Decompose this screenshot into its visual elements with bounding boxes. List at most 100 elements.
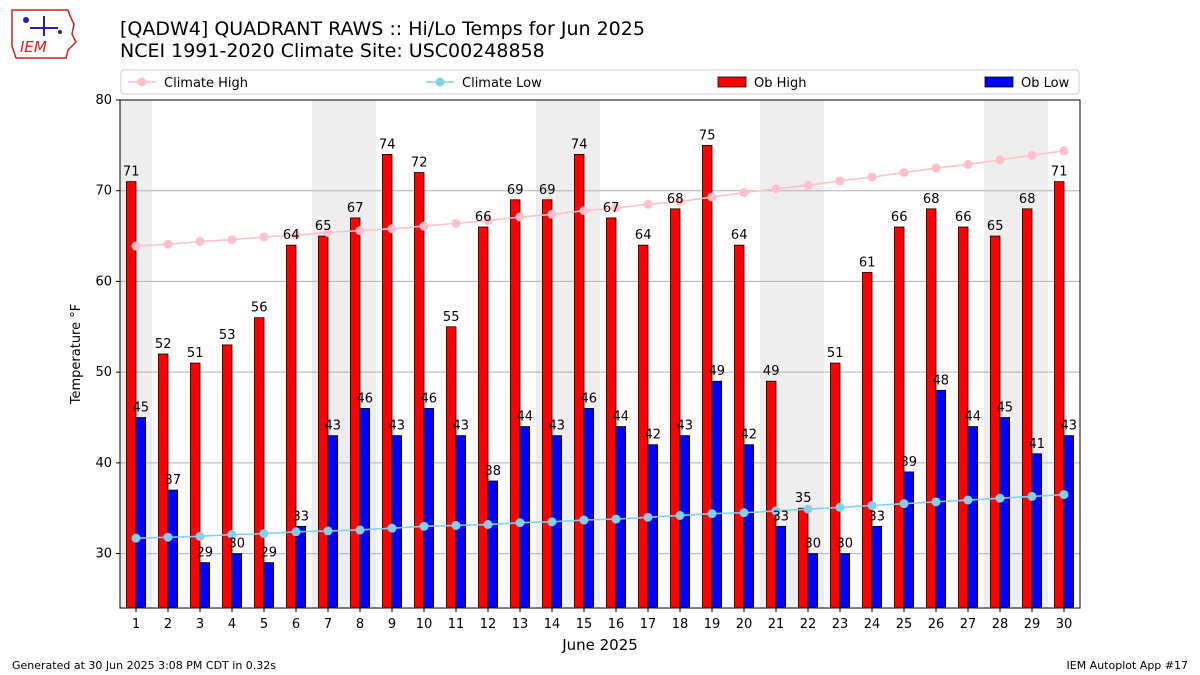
ob-high-bar: [798, 507, 809, 609]
climate-low-point: [675, 510, 685, 520]
ob-high-label: 49: [763, 364, 780, 379]
climate-low-point: [259, 529, 269, 539]
climate-low-point: [963, 495, 973, 505]
ob-high-bar: [766, 380, 777, 609]
climate-high-point: [323, 227, 333, 237]
climate-high-point: [1027, 150, 1037, 160]
chart-title: [QADW4] QUADRANT RAWS :: Hi/Lo Temps for…: [120, 18, 645, 40]
ob-high-label: 64: [283, 228, 300, 243]
climate-low-point: [227, 530, 237, 540]
climate-high-point: [611, 203, 621, 213]
climate-low-point: [931, 497, 941, 507]
ob-low-label: 37: [165, 473, 182, 488]
ob-low-bar: [967, 426, 979, 609]
ob-low-label: 30: [229, 537, 246, 552]
ob-high-bar: [990, 235, 1001, 609]
climate-high-point: [995, 155, 1005, 165]
x-tick-label: 11: [448, 617, 465, 632]
climate-low-line: [135, 493, 1065, 539]
x-tick-label: 29: [1024, 617, 1041, 632]
ob-high-label: 55: [443, 310, 460, 325]
climate-low-point: [387, 523, 397, 533]
ob-low-label: 42: [741, 428, 758, 443]
x-tick-label: 30: [1056, 617, 1073, 632]
ob-high-label: 66: [891, 210, 908, 225]
ob-high-label: 74: [571, 137, 588, 152]
ob-low-label: 46: [581, 391, 598, 406]
x-tick-label: 16: [608, 617, 625, 632]
ob-high-label: 67: [347, 201, 364, 216]
ob-high-label: 53: [219, 328, 236, 343]
ob-high-label: 51: [187, 346, 204, 361]
climate-high-point: [739, 188, 749, 198]
ob-high-bar: [830, 362, 841, 609]
climate-high-point: [195, 237, 205, 247]
ob-low-bar: [423, 408, 435, 609]
y-tick-label: 30: [95, 547, 112, 562]
legend-label: Climate Low: [462, 76, 542, 91]
ob-high-bar: [1054, 181, 1065, 609]
climate-low-point: [419, 521, 429, 531]
climate-high-point: [899, 168, 909, 178]
ob-high-bar: [413, 172, 425, 609]
climate-low-point: [451, 520, 461, 530]
climate-high-point: [483, 216, 493, 226]
ob-low-label: 43: [1061, 419, 1078, 434]
ob-high-label: 65: [315, 219, 332, 234]
legend-point-marker: [137, 77, 147, 87]
ob-high-bar: [862, 271, 873, 609]
y-tick-label: 70: [95, 184, 112, 199]
climate-low-point: [707, 509, 717, 519]
x-tick-label: 14: [544, 617, 561, 632]
climate-low-point: [835, 502, 845, 512]
ob-high-bar: [926, 208, 937, 609]
ob-high-label: 71: [1051, 165, 1068, 180]
ob-high-label: 64: [731, 228, 748, 243]
climate-high-point: [419, 221, 429, 231]
ob-low-label: 33: [869, 509, 886, 524]
climate-low-point: [131, 533, 141, 543]
climate-high-point: [803, 180, 813, 190]
bars: [126, 144, 1075, 609]
x-tick-label: 20: [736, 617, 753, 632]
ob-low-bar: [839, 553, 851, 609]
legend: Climate High Climate Low Ob High Ob Low: [120, 69, 1080, 95]
ob-low-bar: [519, 426, 531, 609]
climate-low-point: [547, 517, 557, 527]
x-tick-label: 19: [704, 617, 721, 632]
climate-low-point: [995, 493, 1005, 503]
x-tick-label: 27: [960, 617, 977, 632]
x-tick-label: 25: [896, 617, 913, 632]
ob-high-bar: [670, 208, 681, 609]
ob-low-bar: [295, 525, 307, 609]
footer-generated: Generated at 30 Jun 2025 3:08 PM CDT in …: [12, 659, 277, 672]
ob-low-label: 33: [773, 509, 790, 524]
climate-low-point: [739, 508, 749, 518]
ob-low-label: 29: [261, 546, 278, 561]
climate-low-point: [579, 515, 589, 525]
climate-high-point: [451, 218, 461, 228]
ob-low-label: 42: [645, 428, 662, 443]
x-tick-label: 4: [228, 617, 236, 632]
climate-lines: [131, 146, 1069, 543]
ob-low-bar: [135, 417, 147, 609]
climate-high-point: [675, 197, 685, 207]
ob-low-label: 43: [677, 419, 694, 434]
ob-high-label: 66: [955, 210, 972, 225]
legend-label: Climate High: [164, 76, 248, 91]
x-tick-label: 12: [480, 617, 497, 632]
climate-low-point: [323, 526, 333, 536]
ob-low-bar: [1031, 453, 1043, 609]
x-tick-label: 8: [356, 617, 364, 632]
ob-high-bar: [445, 326, 457, 609]
x-axis-label: June 2025: [561, 636, 638, 654]
x-tick-label: 9: [388, 617, 396, 632]
ob-low-label: 44: [965, 410, 982, 425]
ob-high-label: 64: [635, 228, 652, 243]
legend-label: Ob High: [754, 76, 807, 91]
climate-high-point: [579, 206, 589, 216]
climate-high-point: [131, 241, 141, 251]
ob-low-bar: [391, 435, 403, 609]
climate-high-point: [259, 232, 269, 242]
